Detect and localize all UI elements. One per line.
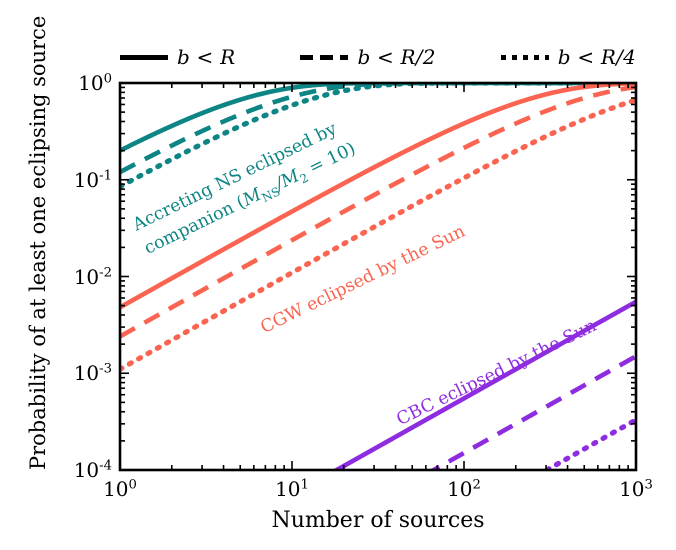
curve-3 (120, 83, 636, 310)
ytick-label-1e0: 100 (78, 71, 112, 95)
legend-label-dotted: b < R/4 (557, 45, 636, 69)
curve-5 (120, 97, 636, 372)
legend-entry-dashed: b < R/2 (300, 45, 435, 69)
legend-label-solid: b < R (177, 45, 236, 69)
y-axis-label: Probability of at least one eclipsing so… (26, 15, 50, 470)
curve-2 (120, 83, 636, 190)
xtick-label-1e1: 101 (275, 477, 309, 501)
x-axis-label: Number of sources (271, 508, 485, 533)
legend: b < R b < R/2 b < R/4 (120, 40, 636, 74)
curve-4 (120, 84, 636, 339)
ytick-label-1e-2: 10-2 (73, 264, 112, 289)
curve-7 (429, 354, 636, 470)
curve-1 (120, 83, 636, 175)
ytick-label-1e-1: 10-1 (73, 167, 112, 192)
ytick-label-1e-4: 10-4 (73, 458, 112, 482)
legend-entry-solid: b < R (120, 45, 235, 69)
curves-group (120, 83, 636, 470)
curve-8 (541, 417, 636, 470)
legend-line-solid-icon (120, 54, 168, 60)
ytick-label-1e-3: 10-3 (73, 361, 112, 386)
curve-6 (331, 299, 636, 470)
xtick-label-1e3: 103 (619, 477, 653, 501)
xtick-label-1e0: 100 (103, 477, 137, 501)
legend-label-dashed: b < R/2 (357, 45, 436, 69)
legend-line-dashed-icon (300, 54, 349, 60)
xtick-label-1e2: 102 (447, 477, 481, 501)
legend-line-dotted-icon (500, 54, 549, 60)
legend-entry-dotted: b < R/4 (500, 45, 636, 69)
plot-frame (118, 81, 638, 472)
